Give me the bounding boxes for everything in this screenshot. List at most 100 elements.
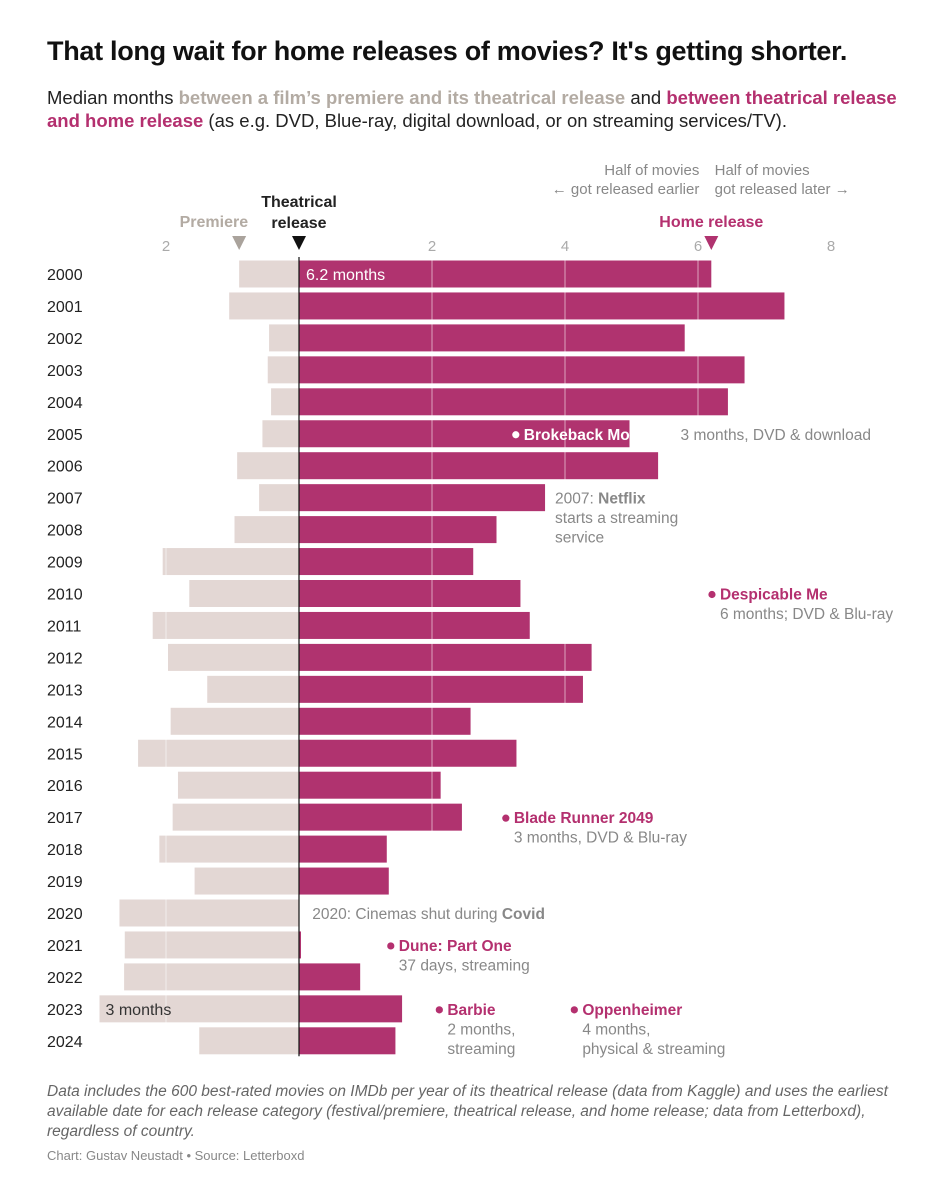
theatrical-series-label: Theatrical [261,194,337,211]
home-marker-icon [704,236,719,250]
premiere-marker-icon [232,236,247,250]
year-label: 2010 [47,587,83,604]
home-release-bar [299,420,630,448]
annotation-dot-icon [570,1006,578,1014]
annotation-text: Despicable Me [720,587,828,604]
annotation: Blade Runner 2049 3 months, DVD & Blu-ray [502,810,687,847]
home-release-bar [299,995,403,1023]
annotation-text: Blade Runner 2049 [514,810,654,827]
year-label: 2003 [47,363,83,380]
annotation-title: Brokeback Mountain [524,427,676,444]
annotation-dot-icon [512,431,520,439]
annotation: Barbie 2 months, streaming [435,1002,515,1058]
annotation-title: Dune: Part One [399,938,512,955]
annotation-dot-icon [708,590,716,599]
home-release-bar [299,324,685,352]
home-release-bar [299,643,592,671]
premiere-bar [99,995,299,1023]
home-release-bar [299,292,785,320]
year-label: 2014 [47,714,83,731]
year-label: 2021 [47,938,83,955]
annotation: Despicable Me 6 months; DVD & Blu-ray [708,587,893,623]
annotation-title: Netflix [598,491,646,508]
annotation-dot-icon [502,814,510,822]
annotation-detail-line: starts a streaming [555,510,678,527]
premiere-bar [269,324,299,352]
year-label: 2002 [47,331,83,348]
subtitle-prefix: Median months [47,87,179,108]
subtitle-premiere-phrase: between a film’s premiere and its theatr… [178,87,626,108]
year-label: 2017 [47,810,83,827]
year-label: 2007 [47,491,83,508]
theatrical-marker-icon [292,236,306,250]
annotation-dot-icon [435,1006,443,1014]
premiere-bar [119,899,299,927]
subtitle-suffix: (as e.g. DVD, Blue-ray, digital download… [203,110,787,131]
home-release-bar [299,611,530,639]
premiere-bar [237,452,299,480]
premiere-bar [199,1027,299,1055]
year-label: 2000 [47,267,83,284]
annotation-text: Dune: Part One [399,938,512,955]
theatrical-series-label-line2: release [271,215,326,232]
home-release-bar [299,771,441,799]
premiere-bar [267,356,299,384]
home-release-bar [299,260,712,288]
annotation-detail-line: streaming [447,1041,515,1058]
year-label: 2006 [47,459,83,476]
half-later-label: Half of movies [715,162,810,179]
home-release-bar [299,707,471,735]
premiere-bar [167,643,299,671]
premiere-bar [152,611,299,639]
annotation-detail-line: service [555,530,604,547]
diverging-bar-chart: Half of movies ← got released earlier Half… [47,162,893,1058]
year-label: 2020 [47,906,83,923]
footnote: Data includes the 600 best-rated movies … [47,1083,888,1140]
annotation-text: 2020: Cinemas shut during Covid [312,906,545,923]
year-label: 2005 [47,427,83,444]
x-tick-label-right: 2 [428,238,436,255]
annotation-detail-line: 4 months, [582,1021,650,1038]
annotation-title: Blade Runner 2049 [514,810,654,827]
premiere-bar [124,963,299,991]
year-label: 2011 [47,618,82,635]
premiere-bar [229,292,299,320]
annotation-title: Covid [502,906,545,923]
subtitle-home-phrase: between theatrical release and home rele… [47,87,897,131]
bar-value-label: 3 months [106,1002,172,1019]
annotation-title: Oppenheimer [582,1002,682,1019]
home-release-bar [299,867,389,895]
year-label: 2016 [47,778,83,795]
premiere-bar [262,420,299,448]
annotation-text: Brokeback Mountain 3 months, DVD & downl… [524,427,871,444]
x-tick-label-left: 2 [162,238,170,255]
annotation-detail-line: 2 months, [447,1021,515,1038]
home-release-bar [299,516,497,544]
annotation-detail-line: 37 days, streaming [399,957,530,974]
annotation-text: 2007: Netflix [555,491,646,508]
year-label: 2004 [47,395,83,412]
home-release-bar [299,835,387,863]
annotation-text: Barbie [447,1002,496,1019]
year-label: 2024 [47,1034,83,1051]
premiere-bar [259,484,299,512]
premiere-bar [162,548,299,576]
x-tick-label-right: 4 [561,238,569,255]
year-label: 2015 [47,746,83,763]
annotation-title: Barbie [447,1002,496,1019]
annotation: Oppenheimer 4 months, physical & streaming [570,1002,725,1058]
half-earlier-arrow-label: ← got released earlier [552,181,700,198]
year-label: 2013 [47,682,83,699]
half-later-arrow-label: got released later → [715,181,850,198]
home-release-bar [299,580,521,607]
premiere-bar [207,675,299,703]
home-release-bar [299,452,659,480]
premiere-bar [177,771,299,799]
x-tick-label-right: 8 [827,238,835,255]
x-tick-label-right: 6 [694,238,702,255]
home-release-bar [299,356,745,384]
premiere-bar [172,803,299,831]
premiere-bar [194,867,299,895]
annotation: Brokeback Mountain 3 months, DVD & downl… [512,427,871,444]
annotation-detail: 3 months, DVD & download [676,427,871,444]
